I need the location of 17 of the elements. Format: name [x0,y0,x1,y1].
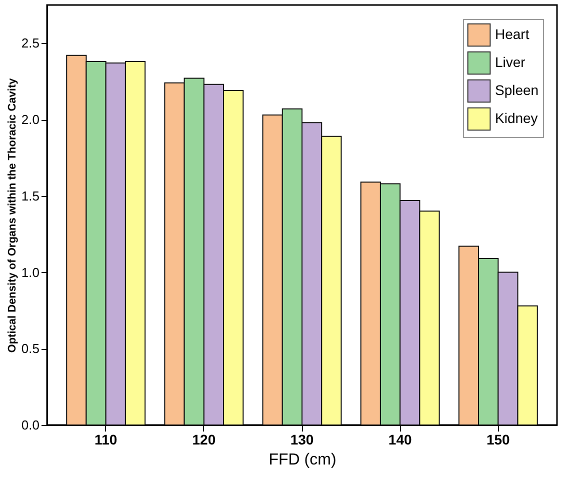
legend-label: Liver [495,54,526,70]
y-tick-label: 0.5 [21,341,40,356]
x-tick-label: 120 [192,432,216,448]
y-axis-title: Optical Density of Organs within the Thoracic Cavity [6,77,18,353]
legend-label: Heart [495,26,530,42]
x-axis-title: FFD (cm) [268,452,336,468]
y-tick-label: 0.0 [21,418,40,432]
y-tick-label: 1.0 [21,264,40,280]
legend-label: Kidney [495,110,538,126]
y-tick-label: 2.5 [21,36,40,51]
x-tick-label: 140 [388,432,412,448]
y-tick-label: 2.0 [21,112,40,128]
x-tick-label: 150 [486,432,510,448]
y-tick-label: 1.5 [21,188,40,204]
x-tick-label: 130 [290,432,314,448]
x-tick-label: 110 [94,432,118,448]
legend-label: Spleen [495,82,539,98]
